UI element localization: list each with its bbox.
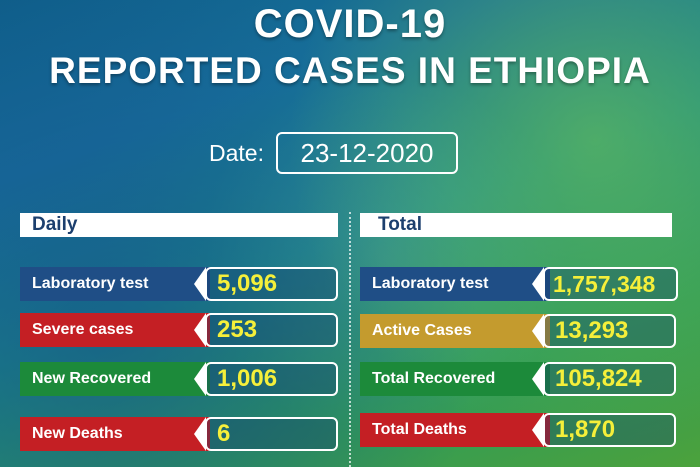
total-recovered-label: Total Recovered	[360, 362, 550, 396]
date-value: 23-12-2020	[276, 132, 458, 174]
total-active-label: Active Cases	[360, 314, 550, 348]
column-divider	[349, 212, 351, 467]
daily-deaths-value: 6	[205, 417, 338, 451]
title-line-1: COVID-19	[253, 2, 447, 46]
daily-severe-value: 253	[205, 313, 338, 347]
daily-severe-arrow	[194, 313, 206, 347]
total-lab-test-value: 1,757,348	[543, 267, 678, 301]
total-deaths-label: Total Deaths	[360, 413, 550, 447]
daily-lab-test-label: Laboratory test	[20, 267, 210, 301]
total-heading: Total	[360, 213, 672, 237]
daily-recovered-arrow	[194, 362, 206, 396]
daily-deaths-arrow	[194, 417, 206, 451]
total-lab-test-arrow	[532, 267, 544, 301]
total-deaths-value: 1,870	[543, 413, 676, 447]
daily-recovered-label: New Recovered	[20, 362, 210, 396]
total-deaths-arrow	[532, 413, 544, 447]
date-label: Date:	[209, 140, 264, 166]
daily-deaths-label: New Deaths	[20, 417, 210, 451]
total-lab-test-label: Laboratory test	[360, 267, 550, 301]
total-active-value: 13,293	[543, 314, 676, 348]
daily-heading: Daily	[20, 213, 338, 237]
title-line-2: REPORTED CASES IN ETHIOPIA	[49, 50, 651, 91]
daily-severe-label: Severe cases	[20, 313, 210, 347]
daily-lab-test-value: 5,096	[205, 267, 338, 301]
daily-lab-test-arrow	[194, 267, 206, 301]
daily-recovered-value: 1,006	[205, 362, 338, 396]
total-recovered-arrow	[532, 362, 544, 396]
total-active-arrow	[532, 314, 544, 348]
total-recovered-value: 105,824	[543, 362, 676, 396]
